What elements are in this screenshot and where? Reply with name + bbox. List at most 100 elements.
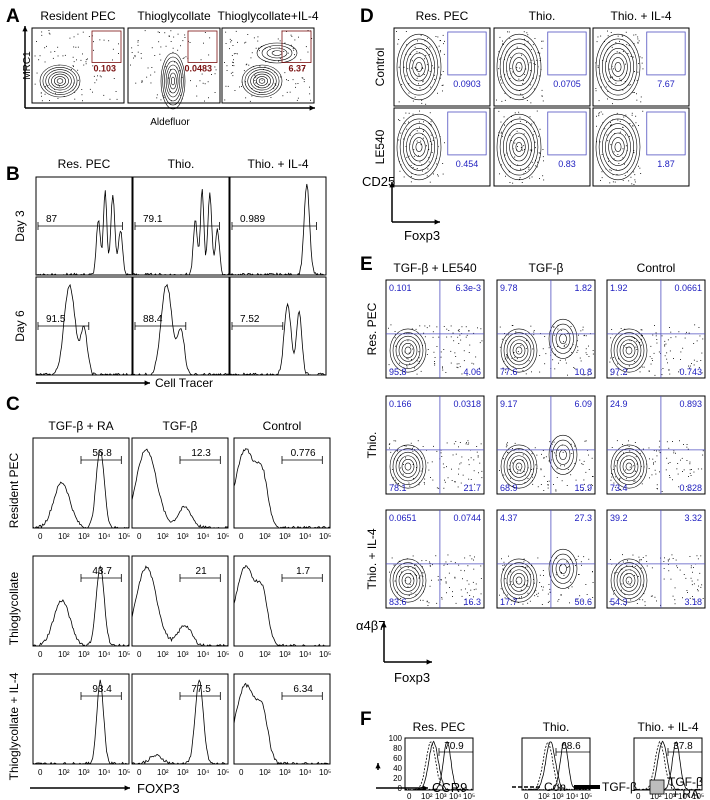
c-tick-0-0-1: 10² [58, 532, 70, 541]
f-xtick-2-4: 10⁵ [692, 792, 704, 800]
b-gate-1-0 [37, 322, 90, 330]
c-gate-value-0-1: 12.3 [191, 448, 211, 459]
e-quad-ul-1-1: 9.17 [500, 399, 518, 409]
d-gate-value-1-2: 1.87 [657, 159, 675, 169]
c-tick-2-1-2: 10³ [177, 768, 189, 777]
b-histogram-1-2 [229, 302, 326, 376]
panel-letter-b: B [6, 164, 20, 185]
f-xtick-2-0: 0 [636, 792, 641, 800]
c-plot-2-2 [233, 673, 331, 765]
c-tick-2-2-3: 10⁴ [299, 768, 312, 777]
e-quad-ul-2-1: 4.37 [500, 513, 518, 523]
e-quad-ur-0-1: 1.82 [574, 283, 592, 293]
e-quad-ul-0-1: 9.78 [500, 283, 518, 293]
c-column-header-0: TGF-β + RA [48, 419, 113, 433]
b-histogram-0-0 [35, 190, 133, 276]
a-gate-1 [187, 30, 218, 63]
b-gate-value-0-1: 79.1 [143, 214, 163, 225]
f-column-header-2: Thio. + IL-4 [637, 720, 698, 734]
e-plot-2-2 [606, 509, 706, 609]
c-histogram-2-1 [131, 679, 229, 765]
f-xtick-0-3: 10⁴ [449, 792, 462, 800]
e-quad-ul-1-0: 0.166 [389, 399, 412, 409]
c-xlabel: FOXP3 [137, 781, 180, 796]
f-hist-con-2 [634, 740, 703, 791]
d-gate-0-1 [547, 31, 587, 76]
panel-letter-a: A [6, 6, 20, 27]
c-tick-1-1-0: 0 [137, 650, 142, 659]
d-contours-1-0 [396, 113, 442, 181]
f-xlabel: CCR9 [432, 780, 467, 795]
e-quad-ur-2-2: 3.32 [684, 513, 702, 523]
d-column-header-2: Thio. + IL-4 [610, 9, 671, 23]
a-contours-upper-2 [256, 42, 298, 64]
a-gate-2 [281, 30, 312, 63]
d-ylabel: CD25 [362, 174, 395, 189]
d-x-arrow [392, 219, 440, 225]
c-tick-0-2-3: 10⁴ [299, 532, 312, 541]
e-row-label-1: Thio. [365, 432, 379, 459]
panel-letter-f: F [360, 709, 372, 730]
c-tick-0-2-4: 10⁵ [319, 532, 331, 541]
f-xtick-1-3: 10⁴ [566, 792, 579, 800]
d-gate-0-0 [447, 31, 487, 76]
f-gate-1 [555, 748, 591, 756]
d-gate-value-1-1: 0.83 [558, 159, 576, 169]
e-quad-ur-0-0: 6.3e-3 [455, 283, 481, 293]
b-row-label-1: Day 6 [13, 310, 27, 342]
e-contours-2-2 [610, 558, 648, 603]
e-ylabel: α4β7 [356, 618, 385, 633]
e-quad-lr-0-1: 10.8 [574, 367, 592, 377]
e-quad-ul-2-2: 39.2 [610, 513, 628, 523]
f-xtick-2-1: 10² [650, 792, 662, 800]
c-column-header-2: Control [263, 419, 302, 433]
b-gate-value-0-0: 87 [46, 214, 58, 225]
f-legend-tgfra-1: TGF-β [668, 775, 703, 789]
d-gate-value-0-1: 0.0705 [553, 79, 581, 89]
e-quad-ll-0-1: 77.6 [500, 367, 518, 377]
b-column-header-0: Res. PEC [58, 157, 111, 171]
a-column-header-1: Thioglycollate [137, 9, 211, 23]
c-tick-2-1-0: 0 [137, 768, 142, 777]
c-tick-2-0-3: 10⁴ [98, 768, 111, 777]
f-gate-0 [438, 748, 474, 756]
c-tick-1-1-3: 10⁴ [197, 650, 210, 659]
a-xlabel: Aldefluor [150, 117, 190, 128]
c-plot-2-0 [32, 673, 130, 765]
b-histogram-1-1 [132, 283, 230, 376]
f-xtick-1-1: 10² [538, 792, 550, 800]
b-gate-1-1 [134, 322, 187, 330]
e-plot-2-1 [496, 509, 596, 609]
d-row-label-0: Control [373, 48, 387, 87]
e-quad-ll-1-1: 68.9 [500, 483, 518, 493]
b-column-header-2: Thio. + IL-4 [247, 157, 308, 171]
f-column-header-0: Res. PEC [413, 720, 466, 734]
c-tick-2-2-2: 10³ [279, 768, 291, 777]
c-plot-0-2 [233, 437, 331, 529]
d-xlabel: Foxp3 [404, 228, 440, 243]
c-plot-1-0 [32, 555, 130, 647]
c-plot-1-2 [233, 555, 331, 647]
d-gate-value-1-0: 0.454 [456, 159, 479, 169]
b-gate-value-1-1: 88.4 [143, 314, 163, 325]
panel-letter-e: E [360, 254, 373, 275]
c-gate-value-1-1: 21 [196, 566, 208, 577]
e-quad-lr-2-1: 50.6 [574, 597, 592, 607]
f-gate-2 [667, 748, 703, 756]
c-tick-0-2-0: 0 [239, 532, 244, 541]
b-x-arrow [36, 380, 150, 386]
d-row-label-1: LE540 [373, 129, 387, 164]
c-histogram-1-1 [131, 565, 229, 647]
c-histogram-1-0 [32, 565, 130, 647]
e-x-arrow [384, 659, 432, 665]
f-xtick-2-3: 10⁴ [678, 792, 691, 800]
e-quad-lr-1-2: 0.828 [679, 483, 702, 493]
c-tick-0-1-0: 0 [137, 532, 142, 541]
e-quad-lr-2-0: 16.3 [463, 597, 481, 607]
d-contours-1-2 [595, 113, 641, 181]
c-gate-0-2 [281, 456, 323, 464]
c-tick-0-0-0: 0 [38, 532, 43, 541]
f-xtick-0-1: 10² [421, 792, 433, 800]
e-quad-ll-2-0: 83.6 [389, 597, 407, 607]
f-ytick-3: 40 [393, 764, 402, 773]
